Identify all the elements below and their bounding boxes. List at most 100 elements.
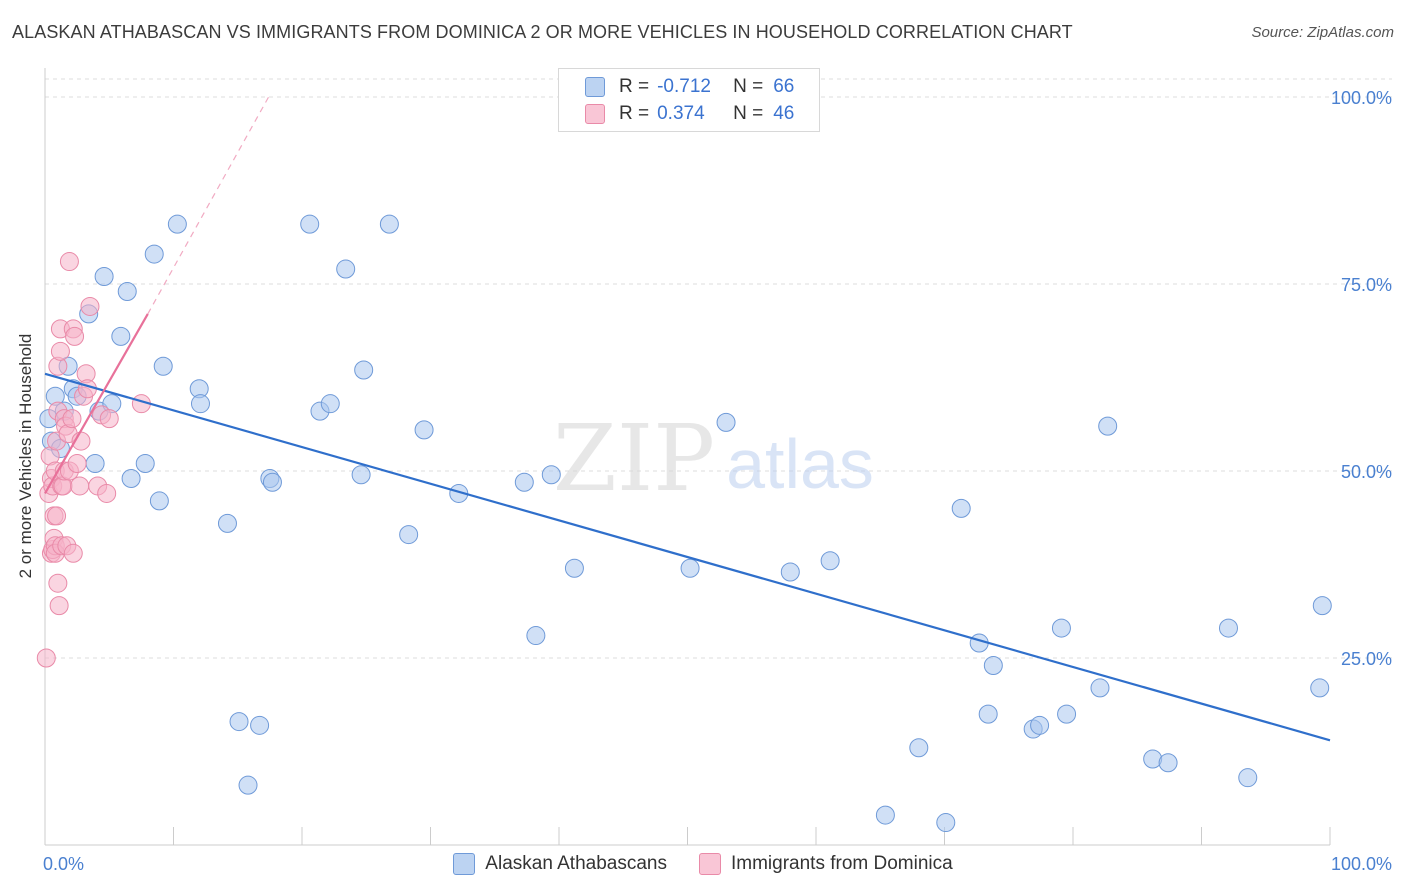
trend-line-athabascan [44,372,1331,742]
legend-n-value: 46 [773,103,795,124]
data-point-athabascan [983,655,1003,675]
series-legend-label: Immigrants from Dominica [730,853,953,874]
data-point-athabascan [250,715,270,735]
data-point-athabascan [541,465,561,485]
data-point-athabascan [399,525,419,545]
data-point-athabascan [320,394,340,414]
data-point-dominica [97,483,117,503]
data-point-athabascan [526,626,546,646]
data-point-athabascan [1098,416,1118,436]
data-point-athabascan [153,356,173,376]
data-point-athabascan [300,214,320,234]
data-point-dominica [63,543,83,563]
legend-swatch-blue [585,77,605,97]
trend-line-dominica [44,313,149,494]
data-point-athabascan [117,281,137,301]
y-tick-label: 25.0% [1341,649,1392,669]
legend-r-value: -0.712 [657,76,711,97]
data-point-athabascan [229,712,249,732]
data-point-athabascan [135,454,155,474]
data-point-dominica [59,252,79,272]
data-point-athabascan [217,513,237,533]
data-point-dominica [36,648,56,668]
data-point-athabascan [1030,715,1050,735]
data-point-athabascan [875,805,895,825]
data-point-athabascan [167,214,187,234]
trend-line-dominica-extension [147,96,270,315]
data-point-dominica [99,409,119,429]
series-legend-label: Alaskan Athabascans [485,853,667,874]
legend-n-label: N = [733,76,764,97]
y-tick-label: 100.0% [1331,88,1392,108]
data-point-athabascan [1090,678,1110,698]
series-swatch-blue [453,853,476,875]
data-points [36,214,1332,833]
series-legend-item-athabascan: Alaskan Athabascans [453,853,667,875]
data-point-athabascan [1238,768,1258,788]
data-point-athabascan [85,454,105,474]
grid-lines [45,78,1392,659]
legend-row-athabascan: R = -0.712 N = 66 [585,75,794,99]
tick-labels: 25.0% 50.0% 75.0% 100.0% 0.0% 100.0% [43,88,1392,874]
data-point-dominica [47,506,67,526]
legend-n-value: 66 [773,76,795,97]
legend-r-label: R = [619,76,650,97]
legend-n-label: N = [733,103,764,124]
data-point-athabascan [951,498,971,518]
series-legend: Alaskan Athabascans Immigrants from Domi… [0,852,1406,876]
y-tick-label: 75.0% [1341,275,1392,295]
data-point-dominica [62,409,82,429]
data-point-athabascan [1057,704,1077,724]
trend-lines [44,96,1331,742]
data-point-dominica [70,476,90,496]
data-point-dominica [50,341,70,361]
legend-r-label: R = [619,103,650,124]
data-point-athabascan [379,214,399,234]
watermark-atlas: atlas [726,425,874,503]
legend-swatch-pink [585,104,605,124]
data-point-athabascan [149,491,169,511]
data-point-athabascan [262,472,282,492]
data-point-athabascan [238,775,258,795]
chart-title: ALASKAN ATHABASCAN VS IMMIGRANTS FROM DO… [12,22,1073,42]
data-point-dominica [65,326,85,346]
data-point-athabascan [780,562,800,582]
data-point-athabascan [351,465,371,485]
legend-row-dominica: R = 0.374 N = 46 [585,102,794,126]
data-point-athabascan [190,394,210,414]
data-point-athabascan [680,558,700,578]
data-point-athabascan [1218,618,1238,638]
data-point-athabascan [820,551,840,571]
series-swatch-pink [698,853,721,875]
data-point-athabascan [1158,753,1178,773]
data-point-athabascan [144,244,164,264]
data-point-athabascan [936,813,956,833]
data-point-athabascan [716,412,736,432]
y-tick-label: 50.0% [1341,462,1392,482]
data-point-athabascan [1312,596,1332,616]
data-point-athabascan [564,558,584,578]
data-point-athabascan [111,326,131,346]
x-tick-label: 0.0% [43,854,84,874]
watermark: ZIP atlas [553,405,874,512]
data-point-athabascan [1051,618,1071,638]
data-point-dominica [48,573,68,593]
data-point-athabascan [354,360,374,380]
legend-r-value: 0.374 [657,103,705,124]
data-point-athabascan [514,472,534,492]
data-point-athabascan [94,267,114,287]
correlation-legend: R = -0.712 N = 66 R = 0.374 N = 46 [558,68,820,132]
data-point-athabascan [336,259,356,279]
source-credit: Source: ZipAtlas.com [1251,24,1394,41]
data-point-dominica [49,596,69,616]
data-point-athabascan [414,420,434,440]
data-point-athabascan [1310,678,1330,698]
data-point-athabascan [121,468,141,488]
series-legend-item-dominica: Immigrants from Dominica [698,853,953,875]
data-point-dominica [67,454,87,474]
watermark-zip: ZIP [553,405,715,512]
data-point-athabascan [978,704,998,724]
data-point-dominica [80,296,100,316]
x-tick-label: 100.0% [1331,854,1392,874]
